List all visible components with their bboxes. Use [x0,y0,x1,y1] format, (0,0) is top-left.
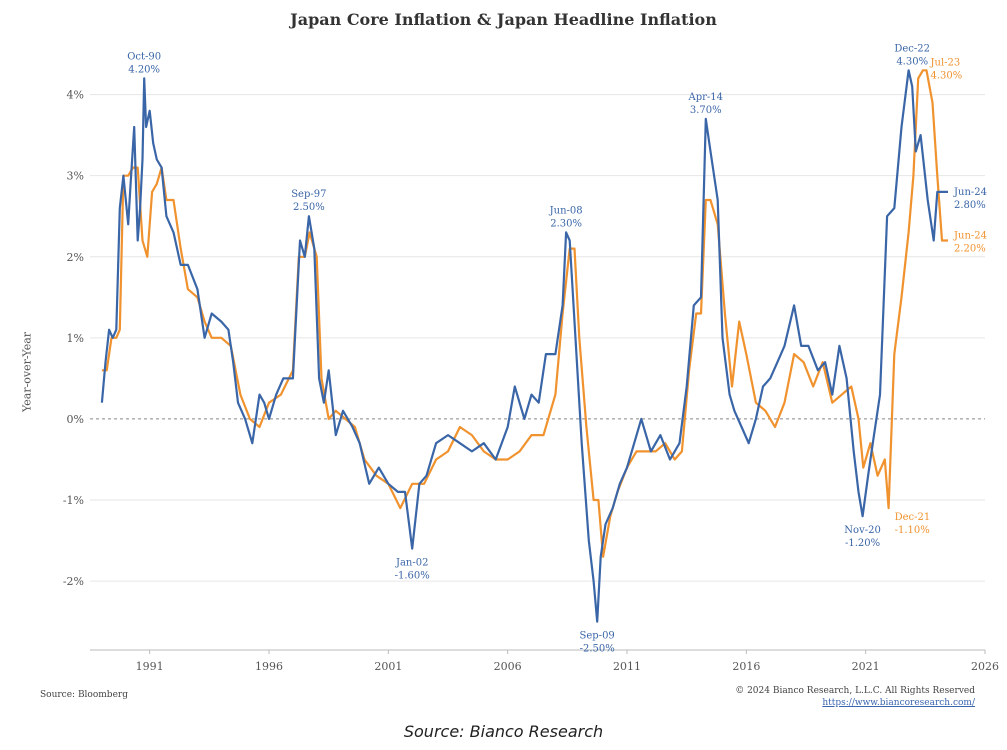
grid-lines [90,94,985,582]
y-tick-label: 3% [67,170,84,183]
chart-title: Japan Core Inflation & Japan Headline In… [290,10,717,29]
annotation-date: Jan-02 [395,558,429,569]
annotation-value: -2.50% [580,644,615,655]
series-lines [100,69,948,623]
annotation-date: Sep-97 [291,189,326,200]
annotation-value: 2.20% [954,244,986,255]
x-tick-label: 1996 [255,660,283,673]
x-tick-label: 2016 [732,660,760,673]
x-tick-label: 2026 [971,660,999,673]
annotation-value: 4.30% [931,70,963,81]
y-tick-label: 0% [67,413,84,426]
website-link[interactable]: https://www.biancoresearch.com/ [822,698,975,708]
annotation-value: -1.20% [845,538,880,549]
annotation-value: 2.80% [954,200,986,211]
annotation-value: -1.10% [895,525,930,536]
annotation-value: 2.50% [293,202,325,213]
y-tick-label: -1% [63,494,84,507]
image-caption: Source: Bianco Research [403,722,604,741]
annotation-date: Sep-09 [580,631,615,642]
y-tick-label: 1% [67,332,84,345]
x-tick-label: 2001 [374,660,402,673]
annotation-value: 2.30% [550,218,582,229]
annotation-date: Oct-90 [127,51,161,62]
annotations: Oct-90 4.20% Sep-97 2.50% Jan-02 -1.60% Jun-08… [127,43,987,654]
annotation-value: -1.60% [395,571,430,582]
axes: -2% -1% 0% 1% 2% 3% 4% 1991 1996 2001 2006 2011 2016… [63,89,999,673]
annotation-date: Dec-21 [895,512,931,523]
annotation-value: 3.70% [690,105,722,116]
annotation-date: Jul-23 [930,57,961,68]
annotation-date: Jun-24 [953,187,987,198]
copyright-text: © 2024 Bianco Research, L.L.C. All Right… [735,686,975,696]
headline-inflation-line [101,69,948,558]
source-note: Source: Bloomberg [40,690,128,700]
core-inflation-line [100,69,948,623]
annotation-date: Nov-20 [844,525,881,536]
y-tick-label: 2% [67,251,84,264]
x-tick-label: 2021 [852,660,880,673]
x-tick-label: 2006 [494,660,522,673]
copyright-block: © 2024 Bianco Research, L.L.C. All Right… [735,685,975,709]
y-tick-label: 4% [67,89,84,102]
annotation-date: Jun-08 [549,205,583,216]
x-tick-label: 2011 [613,660,641,673]
annotation-value: 4.20% [128,64,160,75]
x-tick-label: 1991 [136,660,164,673]
y-tick-label: -2% [63,575,84,588]
annotation-date: Jun-24 [953,231,987,242]
annotation-date: Apr-14 [688,92,724,103]
annotation-value: 4.30% [896,56,928,67]
annotation-date: Dec-22 [894,43,930,54]
